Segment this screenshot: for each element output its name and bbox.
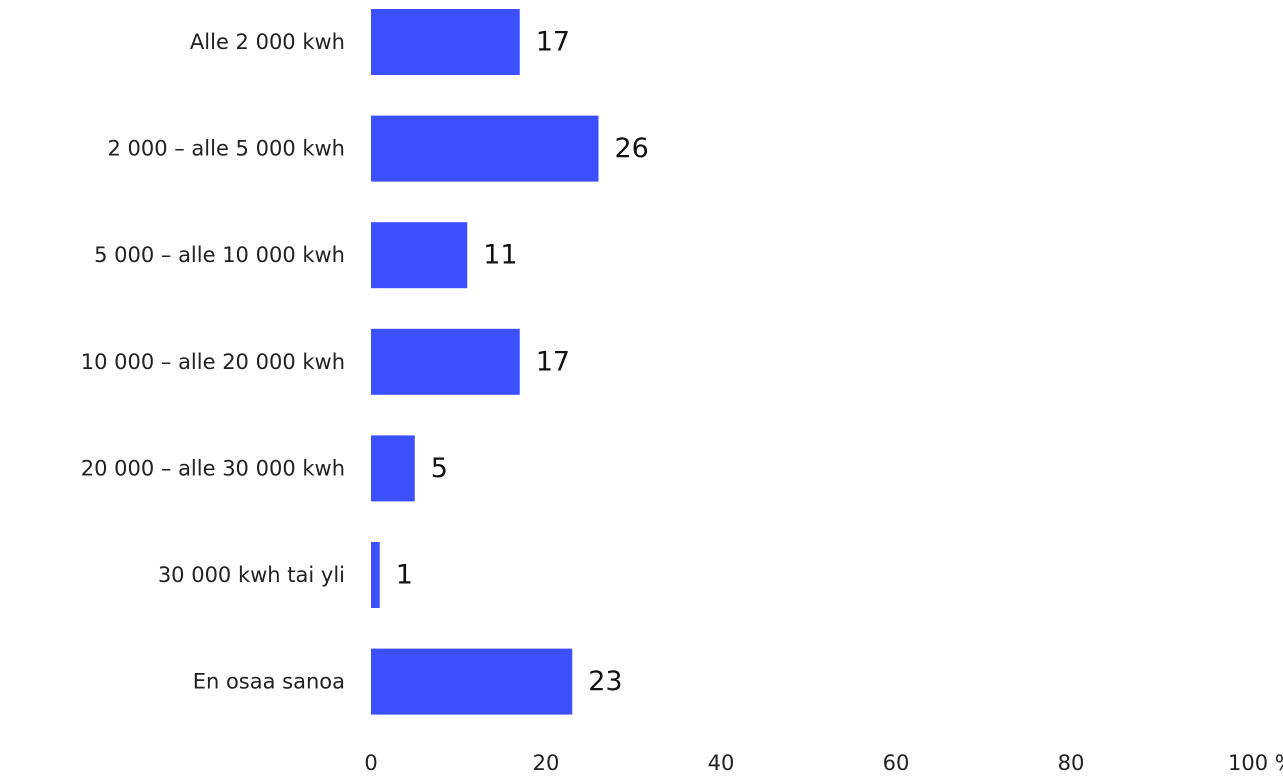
- bar: [371, 435, 415, 502]
- bar: [371, 115, 599, 182]
- category-label: 30 000 kwh tai yli: [158, 563, 345, 587]
- category-label: 2 000 – alle 5 000 kwh: [107, 137, 345, 161]
- category-label: En osaa sanoa: [193, 670, 345, 694]
- category-label: 5 000 – alle 10 000 kwh: [94, 243, 345, 267]
- category-label: 20 000 – alle 30 000 kwh: [81, 456, 345, 480]
- category-labels: Alle 2 000 kwh 2 000 – alle 5 000 kwh 5 00…: [81, 30, 345, 694]
- data-label: 23: [588, 666, 622, 697]
- category-label: 10 000 – alle 20 000 kwh: [81, 350, 345, 374]
- data-label: 5: [431, 453, 448, 484]
- bar: [371, 9, 520, 75]
- data-label: 11: [483, 240, 517, 271]
- data-label: 26: [615, 133, 649, 164]
- x-tick-label: 60: [883, 751, 910, 775]
- x-tick-label: 20: [533, 751, 560, 775]
- bar: [371, 328, 520, 395]
- bar: [371, 648, 573, 715]
- bars: [371, 9, 599, 715]
- data-label: 1: [396, 560, 413, 591]
- x-tick-label: 100 %: [1228, 751, 1283, 775]
- data-label: 17: [536, 27, 570, 58]
- category-label: Alle 2 000 kwh: [190, 30, 345, 54]
- bar: [371, 542, 380, 608]
- value-labels: 17 26 11 17 5 1 23: [396, 27, 649, 698]
- x-axis: 0 20 40 60 80 100 %: [364, 751, 1283, 775]
- x-tick-label: 80: [1058, 751, 1085, 775]
- bar: [371, 222, 468, 289]
- data-label: 17: [536, 346, 570, 377]
- x-tick-label: 40: [708, 751, 735, 775]
- x-tick-label: 0: [364, 751, 377, 775]
